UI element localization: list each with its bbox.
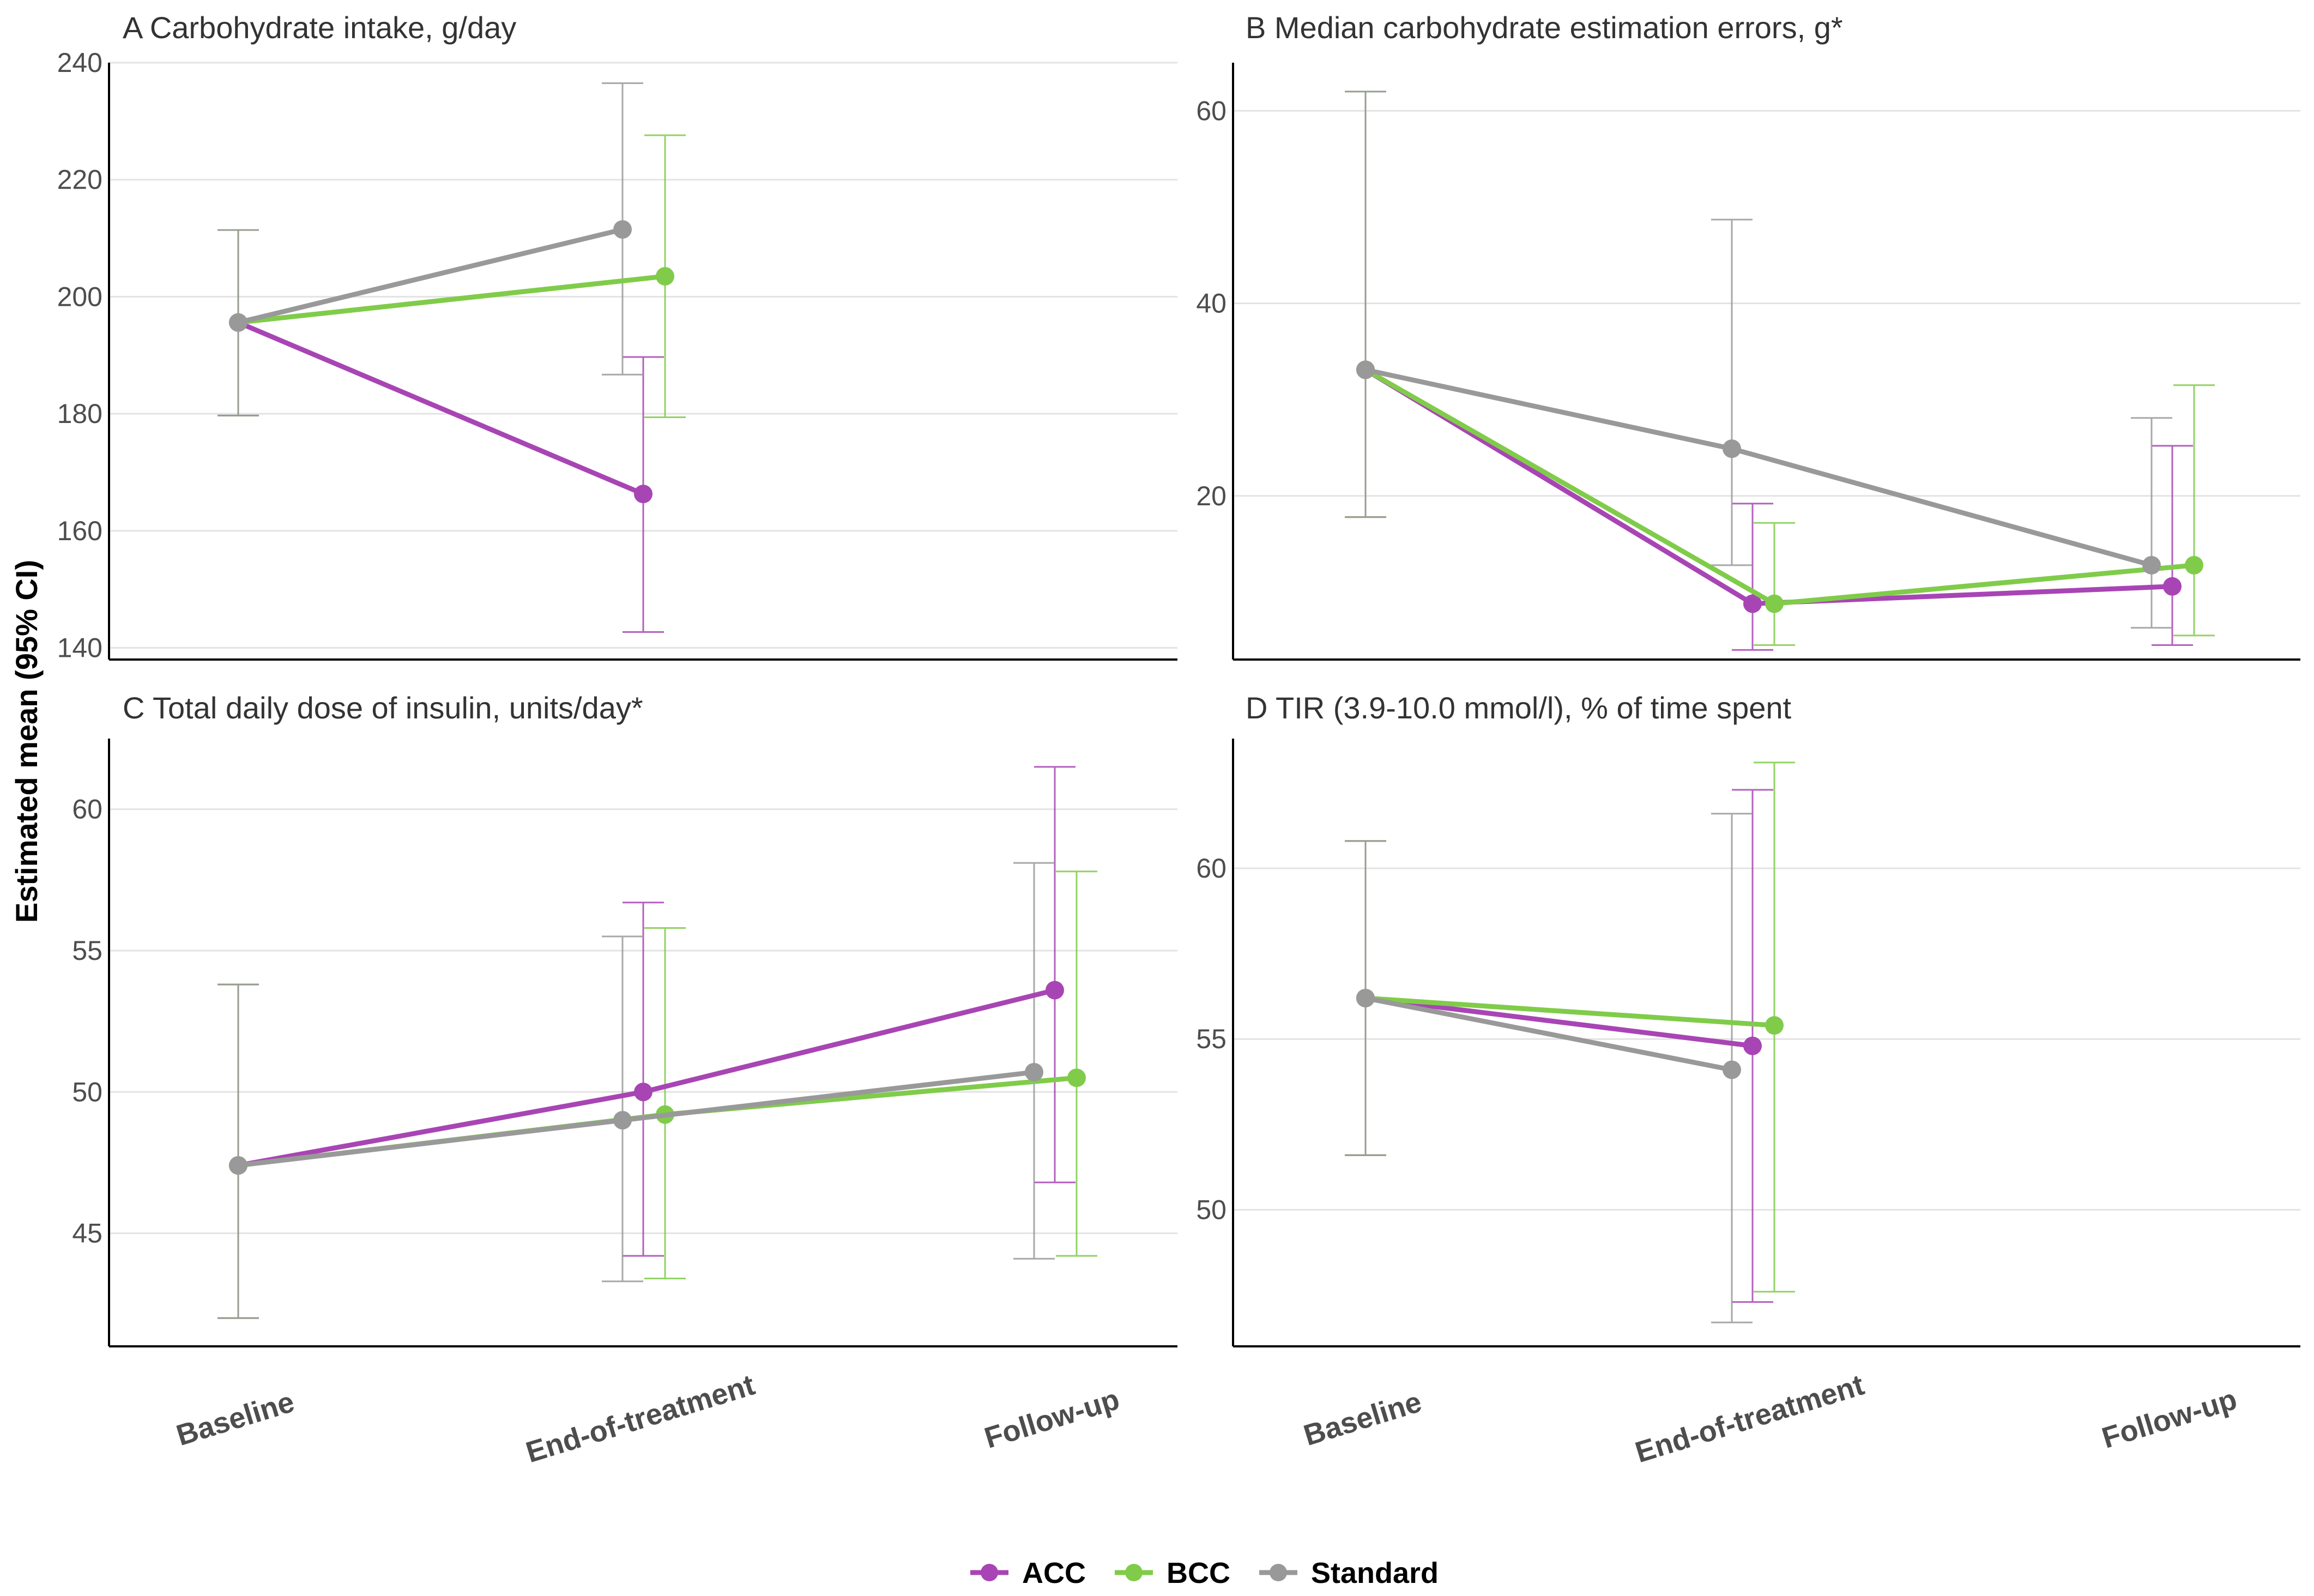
data-point-acc <box>634 1083 652 1102</box>
y-tick-label: 50 <box>1196 1194 1227 1225</box>
data-point-standard <box>229 313 247 332</box>
error-bar-standard <box>602 935 643 1283</box>
legend-swatch-dot <box>981 1564 998 1581</box>
data-point-acc <box>1046 981 1064 1000</box>
data-point-acc <box>1743 1036 1762 1055</box>
data-point-bcc <box>1765 594 1784 613</box>
data-point-acc <box>1743 594 1762 613</box>
y-axis-label: Estimated mean (95% CI) <box>9 560 44 923</box>
legend-label: ACC <box>1022 1557 1086 1589</box>
error-bar-standard <box>2131 417 2172 629</box>
y-tick-label: 60 <box>1196 853 1227 884</box>
data-point-standard <box>613 1111 632 1130</box>
error-bar-acc <box>623 902 664 1257</box>
series-line-bcc <box>238 274 666 325</box>
legend-item-acc: ACC <box>970 1557 1086 1589</box>
legend-item-bcc: BCC <box>1115 1557 1230 1589</box>
panel-a: A Carbohydrate intake, g/day 140 160 180 200… <box>57 10 1177 663</box>
error-bar-standard <box>1345 90 1386 518</box>
y-tick-label: 160 <box>57 516 102 546</box>
data-point-bcc <box>1765 1016 1784 1035</box>
panel-title: C Total daily dose of insulin, units/day… <box>123 691 643 725</box>
data-point-standard <box>1356 989 1375 1008</box>
panel-title: B Median carbohydrate estimation errors,… <box>1246 10 1843 45</box>
data-point-bcc <box>2185 555 2203 575</box>
panel-title: D TIR (3.9-10.0 mmol/l), % of time spent <box>1246 691 1791 725</box>
series-line-acc <box>1365 995 1753 1049</box>
error-bar-standard <box>217 983 259 1319</box>
y-tick-label: 60 <box>72 794 102 825</box>
error-bar-standard <box>1711 219 1753 566</box>
y-tick-label: 55 <box>72 935 102 966</box>
series-line-bcc <box>1365 995 1775 1028</box>
legend-label: Standard <box>1311 1557 1439 1589</box>
legend-item-standard: Standard <box>1259 1557 1439 1589</box>
y-tick-label: 180 <box>57 398 102 429</box>
y-tick-label: 220 <box>57 165 102 195</box>
legend-swatch-dot <box>1270 1564 1287 1581</box>
error-bar-standard <box>1013 862 1055 1260</box>
data-point-acc <box>2163 577 2182 596</box>
error-bar-bcc <box>1754 522 1795 646</box>
data-point-standard <box>1356 360 1375 379</box>
error-bar-bcc <box>644 927 686 1280</box>
legend: ACC BCC Standard <box>970 1557 1439 1589</box>
error-bar-acc <box>1732 503 1773 651</box>
data-point-standard <box>613 220 632 239</box>
data-point-standard <box>229 1156 247 1175</box>
y-tick-label: 45 <box>72 1218 102 1249</box>
series-line-acc <box>237 320 644 497</box>
panel-b: B Median carbohydrate estimation errors,… <box>1196 10 2300 661</box>
y-tick-label: 55 <box>1196 1024 1227 1054</box>
legend-label: BCC <box>1167 1557 1230 1589</box>
y-tick-label: 240 <box>57 47 102 78</box>
y-tick-label: 200 <box>57 281 102 312</box>
legend-swatch-dot <box>1125 1564 1143 1581</box>
data-point-acc <box>634 485 652 504</box>
error-bar-bcc <box>1056 870 1097 1257</box>
series-line-standard <box>1365 995 1732 1073</box>
error-bar-acc <box>2152 445 2193 646</box>
error-bar-acc <box>1034 766 1076 1183</box>
y-tick-label: 40 <box>1196 288 1227 319</box>
y-tick-label: 60 <box>1196 95 1227 126</box>
error-bar-bcc <box>2173 384 2215 637</box>
panel-title: A Carbohydrate intake, g/day <box>123 10 516 45</box>
data-point-bcc <box>1067 1068 1086 1087</box>
data-point-standard <box>1723 1060 1741 1079</box>
y-tick-label: 20 <box>1196 481 1227 511</box>
y-tick-label: 140 <box>57 633 102 663</box>
y-tick-label: 50 <box>72 1077 102 1107</box>
data-point-bcc <box>656 267 674 286</box>
data-point-standard <box>1723 439 1741 458</box>
data-point-standard <box>1025 1062 1043 1081</box>
series-line-standard <box>237 227 624 325</box>
data-point-standard <box>2142 555 2161 575</box>
